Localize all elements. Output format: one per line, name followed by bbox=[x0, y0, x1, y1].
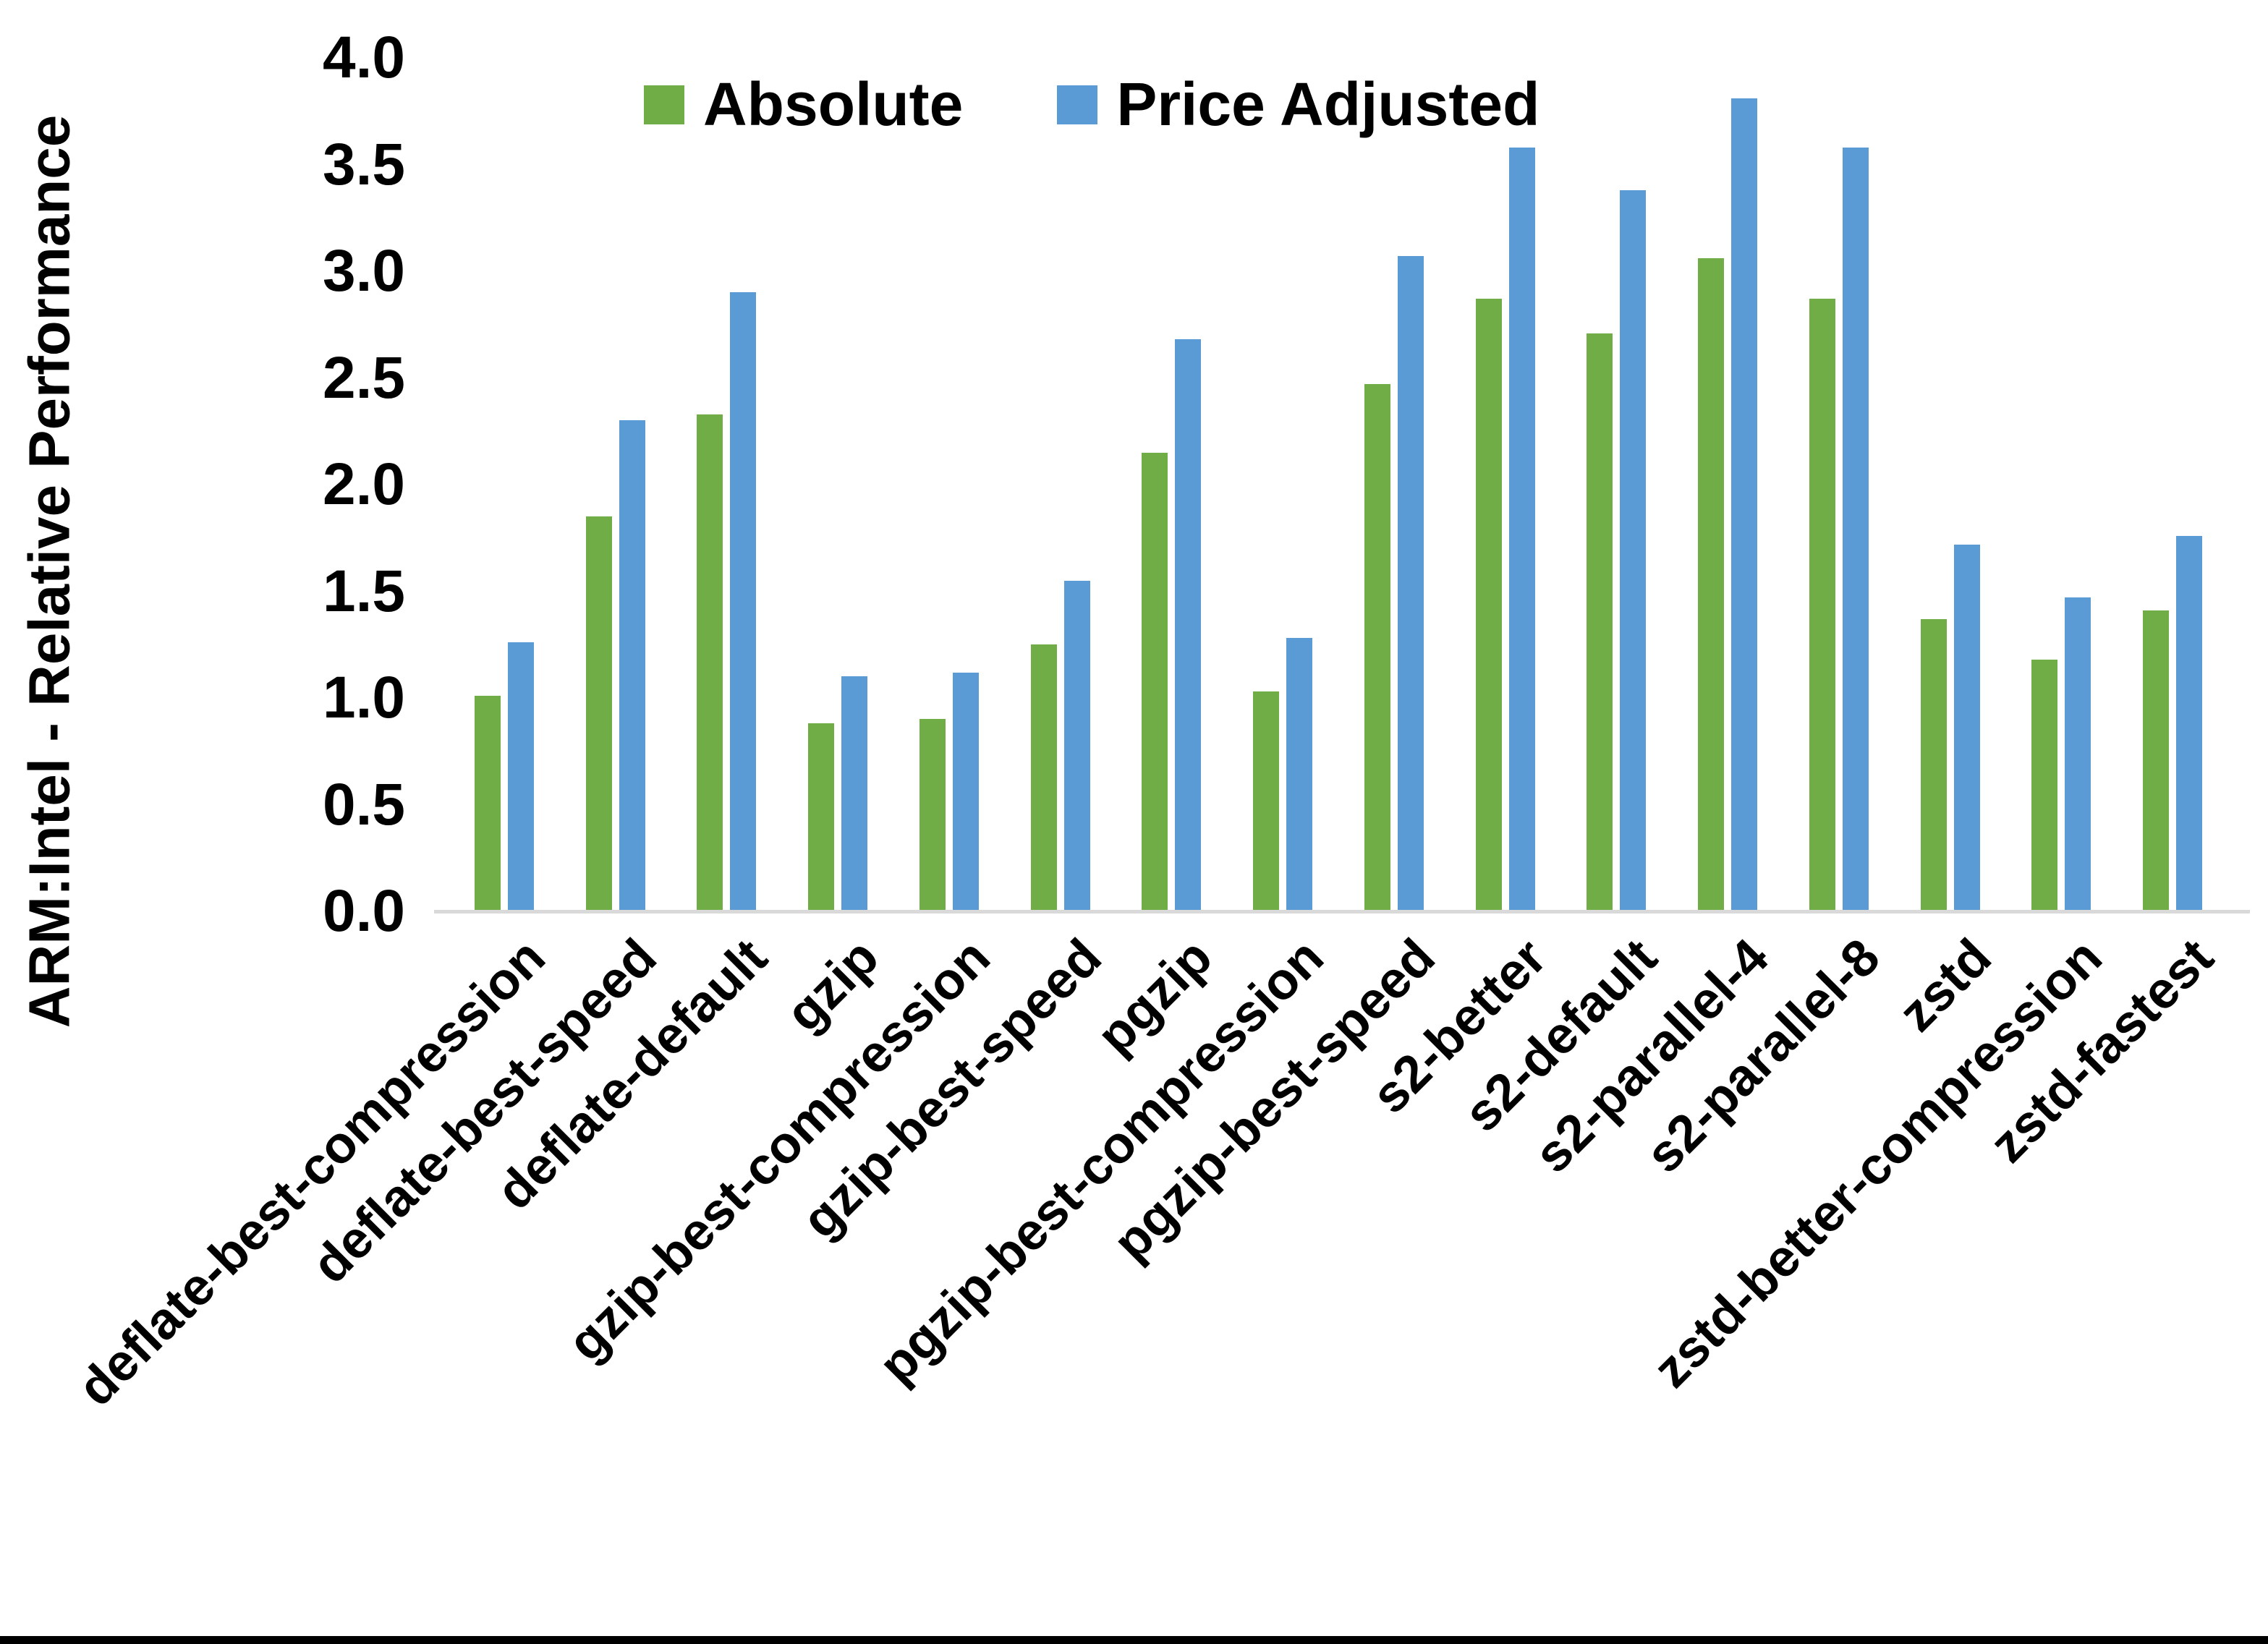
legend-label: Absolute bbox=[703, 70, 964, 138]
y-axis-tick-label: 0.5 bbox=[323, 771, 405, 838]
legend-item-price-adjusted: Price Adjusted bbox=[1057, 69, 1539, 140]
bar-group-deflate-best-compression bbox=[449, 58, 560, 911]
legend-item-absolute: Absolute bbox=[644, 69, 963, 140]
bar-absolute bbox=[2143, 610, 2170, 911]
bar-group-zstd-better-compression bbox=[2006, 58, 2118, 911]
bar-absolute bbox=[919, 719, 946, 911]
bar-group-gzip bbox=[782, 58, 893, 911]
y-axis-title: ARM:Intel - Relative Performance bbox=[6, 58, 93, 1085]
bar-price-adjusted bbox=[619, 420, 645, 911]
bar-price-adjusted bbox=[1063, 581, 1090, 911]
bar-absolute bbox=[1698, 258, 1725, 911]
bar-absolute bbox=[1364, 384, 1390, 911]
bar-group-s2-parallel-8 bbox=[1783, 58, 1895, 911]
legend-label: Price Adjusted bbox=[1116, 70, 1540, 138]
bar-absolute bbox=[2031, 660, 2058, 911]
bar-price-adjusted bbox=[507, 642, 534, 911]
bar-absolute bbox=[1475, 299, 1502, 911]
legend: Absolute Price Adjusted bbox=[644, 69, 1539, 140]
y-axis-tick-label: 1.5 bbox=[323, 558, 405, 624]
bar-group-zstd bbox=[1895, 58, 2006, 911]
y-axis-tick-label: 2.0 bbox=[323, 451, 405, 517]
x-axis-line bbox=[434, 910, 2250, 913]
bar-absolute bbox=[1142, 453, 1168, 911]
bar-absolute bbox=[808, 723, 835, 911]
y-axis-tick-label: 2.5 bbox=[323, 344, 405, 411]
bar-price-adjusted bbox=[2065, 597, 2091, 911]
bar-group-s2-parallel-4 bbox=[1672, 58, 1783, 911]
bottom-border bbox=[0, 1636, 2268, 1644]
bar-group-s2-default bbox=[1561, 58, 1673, 911]
bar-absolute bbox=[474, 696, 501, 911]
bar-price-adjusted bbox=[1620, 190, 1647, 911]
bar-price-adjusted bbox=[2176, 536, 2203, 911]
y-axis-tick-label: 1.0 bbox=[323, 665, 405, 731]
bar-group-gzip-best-speed bbox=[1005, 58, 1116, 911]
bar-price-adjusted bbox=[1397, 256, 1424, 911]
bar-group-deflate-best-speed bbox=[560, 58, 671, 911]
bar-absolute bbox=[1253, 691, 1280, 911]
bar-group-gzip-best-compression bbox=[893, 58, 1005, 911]
bar-absolute bbox=[585, 516, 612, 911]
y-axis-tick-label: 3.0 bbox=[323, 238, 405, 304]
bar-group-s2-better bbox=[1450, 58, 1561, 911]
bar-absolute bbox=[1809, 299, 1835, 911]
bar-price-adjusted bbox=[1842, 148, 1869, 911]
bar-price-adjusted bbox=[1731, 98, 1758, 911]
bar-price-adjusted bbox=[841, 676, 868, 911]
bar-absolute bbox=[1920, 619, 1947, 911]
y-axis-tick-label: 3.5 bbox=[323, 131, 405, 197]
bar-price-adjusted bbox=[730, 292, 757, 911]
y-axis-title-text: ARM:Intel - Relative Performance bbox=[17, 114, 82, 1028]
plot-area bbox=[449, 58, 2228, 911]
bar-group-pgzip-best-compression bbox=[1227, 58, 1338, 911]
bar-absolute bbox=[1030, 644, 1057, 911]
bar-price-adjusted bbox=[952, 673, 979, 911]
bar-group-deflate-default bbox=[671, 58, 783, 911]
bar-price-adjusted bbox=[1953, 545, 1980, 911]
bar-price-adjusted bbox=[1175, 339, 1202, 911]
bar-price-adjusted bbox=[1508, 148, 1535, 911]
y-axis-tick-label: 0.0 bbox=[323, 878, 405, 944]
bar-group-pgzip-best-speed bbox=[1338, 58, 1450, 911]
bar-group-pgzip bbox=[1116, 58, 1228, 911]
bar-absolute bbox=[1587, 333, 1613, 911]
bar-price-adjusted bbox=[1286, 638, 1313, 911]
bar-absolute bbox=[697, 414, 723, 911]
bar-group-zstd-fastest bbox=[2117, 58, 2228, 911]
legend-swatch-absolute-icon bbox=[644, 85, 684, 124]
y-axis-tick-label: 4.0 bbox=[323, 25, 405, 90]
legend-swatch-price-adjusted-icon bbox=[1057, 85, 1098, 124]
